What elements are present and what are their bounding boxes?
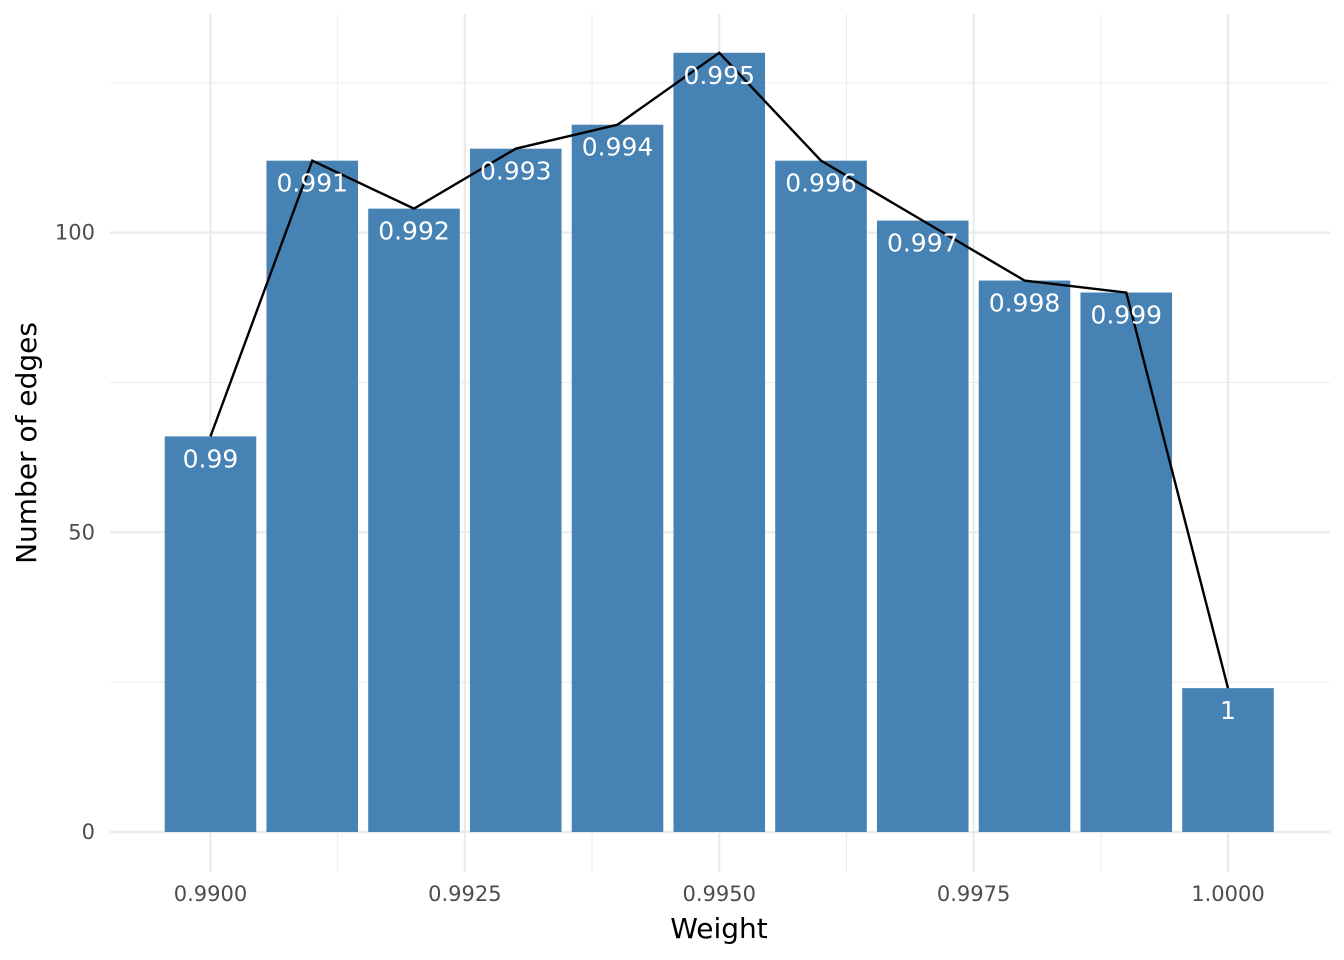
bar xyxy=(775,160,867,832)
overlay-line xyxy=(209,51,1230,689)
bar-value-label: 0.992 xyxy=(378,217,450,246)
bar-value-label: 0.996 xyxy=(785,169,857,198)
y-tick-label: 50 xyxy=(68,520,95,544)
bars xyxy=(164,52,1274,832)
bar-value-label: 0.99 xyxy=(183,444,239,473)
x-tick-label: 0.9950 xyxy=(683,882,756,906)
bar xyxy=(469,148,562,832)
bar xyxy=(571,124,664,832)
y-tick-label: 0 xyxy=(82,820,95,844)
x-axis-title: Weight xyxy=(670,912,768,945)
bar-labels: 0.99 0.991 0.992 0.993 0.994 0.995 0.996 0.997 0… xyxy=(183,61,1236,725)
bar xyxy=(978,280,1071,832)
x-tick-label: 0.9975 xyxy=(937,882,1010,906)
bar-value-label: 0.997 xyxy=(887,229,959,258)
bar-value-label: 0.998 xyxy=(989,289,1061,318)
y-tick-label: 100 xyxy=(55,221,95,245)
bar-value-label: 0.999 xyxy=(1090,301,1162,330)
bar xyxy=(368,208,460,832)
bar-value-label: 0.995 xyxy=(683,61,755,90)
bar xyxy=(1182,688,1274,832)
bar-value-label: 0.993 xyxy=(480,157,552,186)
bar xyxy=(673,52,766,832)
bar-value-label: 1 xyxy=(1220,696,1236,725)
overlay-line-path xyxy=(209,51,1230,689)
x-tick-label: 0.9925 xyxy=(428,882,501,906)
y-axis-title: Number of edges xyxy=(10,322,43,564)
bar xyxy=(266,160,359,832)
bar-value-label: 0.994 xyxy=(582,133,654,162)
bar xyxy=(164,436,257,832)
x-axis-ticks: 0.9900 0.9925 0.9950 0.9975 1.0000 xyxy=(174,882,1265,906)
bar xyxy=(1080,292,1173,832)
y-axis-ticks: 0 50 100 xyxy=(55,221,95,844)
bar xyxy=(876,220,969,832)
bar-value-label: 0.991 xyxy=(276,169,348,198)
x-tick-label: 0.9900 xyxy=(174,882,247,906)
x-tick-label: 1.0000 xyxy=(1191,882,1264,906)
